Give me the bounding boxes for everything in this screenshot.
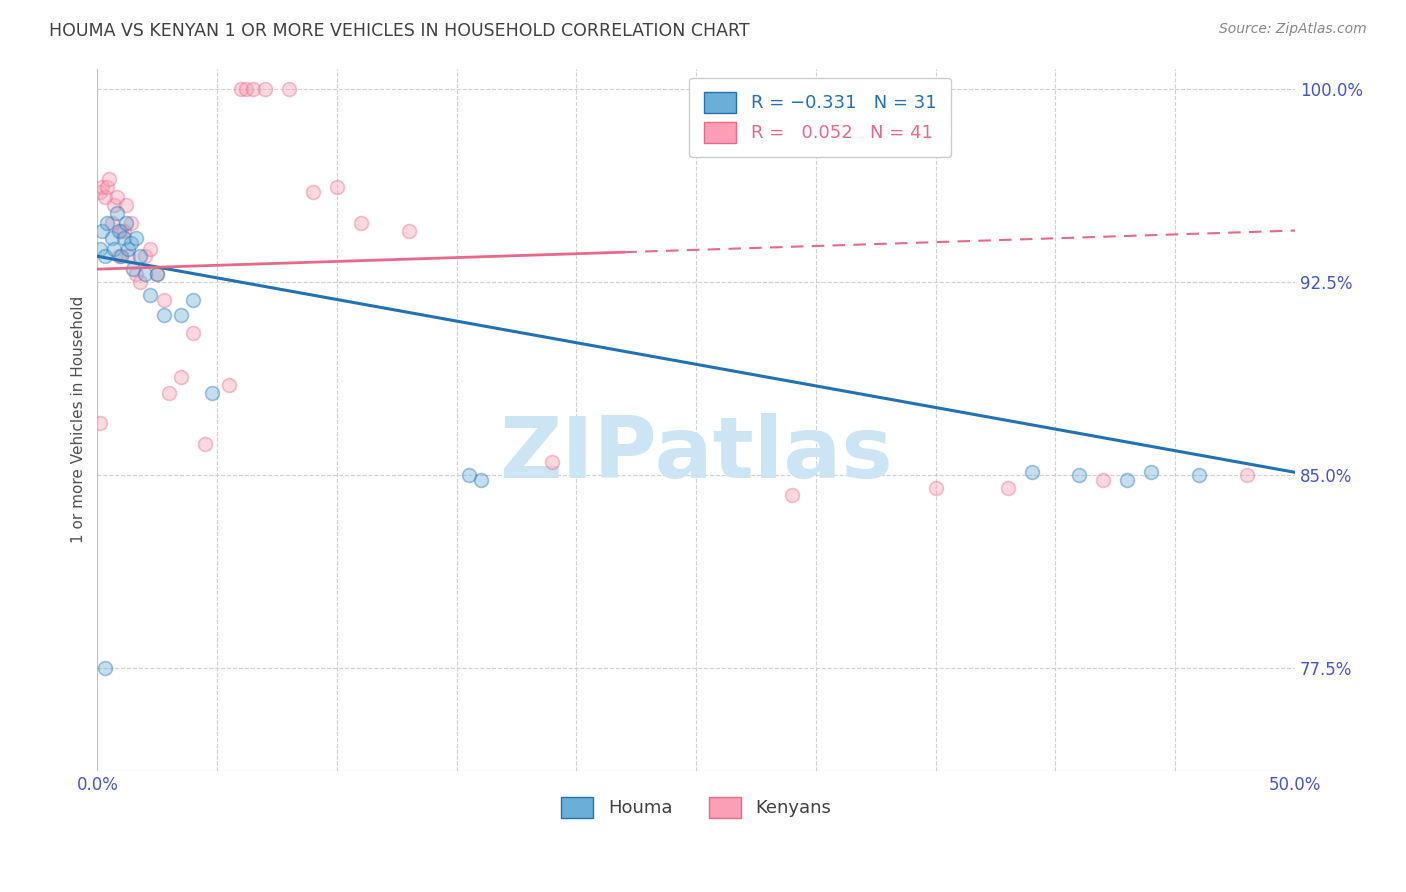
Y-axis label: 1 or more Vehicles in Household: 1 or more Vehicles in Household bbox=[72, 296, 86, 543]
Point bbox=[235, 82, 257, 96]
Point bbox=[120, 236, 142, 251]
Point bbox=[242, 82, 264, 96]
Point bbox=[91, 223, 114, 237]
Point bbox=[925, 481, 948, 495]
Point bbox=[108, 249, 131, 263]
Point bbox=[326, 179, 349, 194]
Point bbox=[96, 179, 118, 194]
Point bbox=[96, 216, 118, 230]
Point bbox=[89, 242, 111, 256]
Text: ZIPatlas: ZIPatlas bbox=[499, 413, 893, 496]
Point bbox=[110, 249, 132, 263]
Point bbox=[146, 267, 169, 281]
Point bbox=[122, 262, 145, 277]
Point bbox=[129, 275, 152, 289]
Point bbox=[1116, 473, 1139, 487]
Point bbox=[350, 216, 373, 230]
Point bbox=[157, 385, 180, 400]
Point bbox=[129, 249, 152, 263]
Point bbox=[1069, 467, 1091, 482]
Point bbox=[457, 467, 479, 482]
Point bbox=[194, 437, 217, 451]
Point bbox=[170, 370, 193, 384]
Point bbox=[124, 267, 146, 281]
Point bbox=[997, 481, 1019, 495]
Point bbox=[124, 231, 146, 245]
Point bbox=[302, 185, 325, 199]
Point bbox=[134, 249, 156, 263]
Point bbox=[181, 326, 204, 341]
Point bbox=[93, 249, 115, 263]
Point bbox=[100, 231, 122, 245]
Point bbox=[229, 82, 252, 96]
Point bbox=[1140, 466, 1163, 480]
Point bbox=[112, 231, 135, 245]
Text: HOUMA VS KENYAN 1 OR MORE VEHICLES IN HOUSEHOLD CORRELATION CHART: HOUMA VS KENYAN 1 OR MORE VEHICLES IN HO… bbox=[49, 22, 749, 40]
Point bbox=[89, 417, 111, 431]
Point bbox=[398, 223, 420, 237]
Point bbox=[105, 205, 128, 219]
Point bbox=[181, 293, 204, 307]
Point bbox=[93, 190, 115, 204]
Point bbox=[1021, 466, 1043, 480]
Point bbox=[278, 82, 301, 96]
Point bbox=[120, 216, 142, 230]
Point bbox=[780, 488, 803, 502]
Point bbox=[134, 267, 156, 281]
Point bbox=[146, 267, 169, 281]
Point bbox=[115, 216, 138, 230]
Point bbox=[218, 377, 240, 392]
Point bbox=[470, 473, 492, 487]
Point bbox=[117, 242, 139, 256]
Point bbox=[139, 242, 162, 256]
Point bbox=[153, 293, 176, 307]
Point bbox=[541, 455, 564, 469]
Point bbox=[112, 223, 135, 237]
Point bbox=[108, 223, 131, 237]
Point bbox=[105, 190, 128, 204]
Point bbox=[253, 82, 276, 96]
Point bbox=[170, 309, 193, 323]
Point bbox=[1188, 467, 1211, 482]
Point bbox=[100, 216, 122, 230]
Point bbox=[201, 385, 224, 400]
Legend: Houma, Kenyans: Houma, Kenyans bbox=[554, 789, 838, 825]
Point bbox=[153, 309, 176, 323]
Text: Source: ZipAtlas.com: Source: ZipAtlas.com bbox=[1219, 22, 1367, 37]
Point bbox=[93, 661, 115, 675]
Point bbox=[139, 288, 162, 302]
Point bbox=[91, 179, 114, 194]
Point bbox=[103, 198, 125, 212]
Point bbox=[1092, 473, 1115, 487]
Point bbox=[103, 242, 125, 256]
Point bbox=[115, 198, 138, 212]
Point bbox=[98, 172, 121, 186]
Point bbox=[110, 223, 132, 237]
Point bbox=[89, 185, 111, 199]
Point bbox=[117, 249, 139, 263]
Point bbox=[1236, 467, 1258, 482]
